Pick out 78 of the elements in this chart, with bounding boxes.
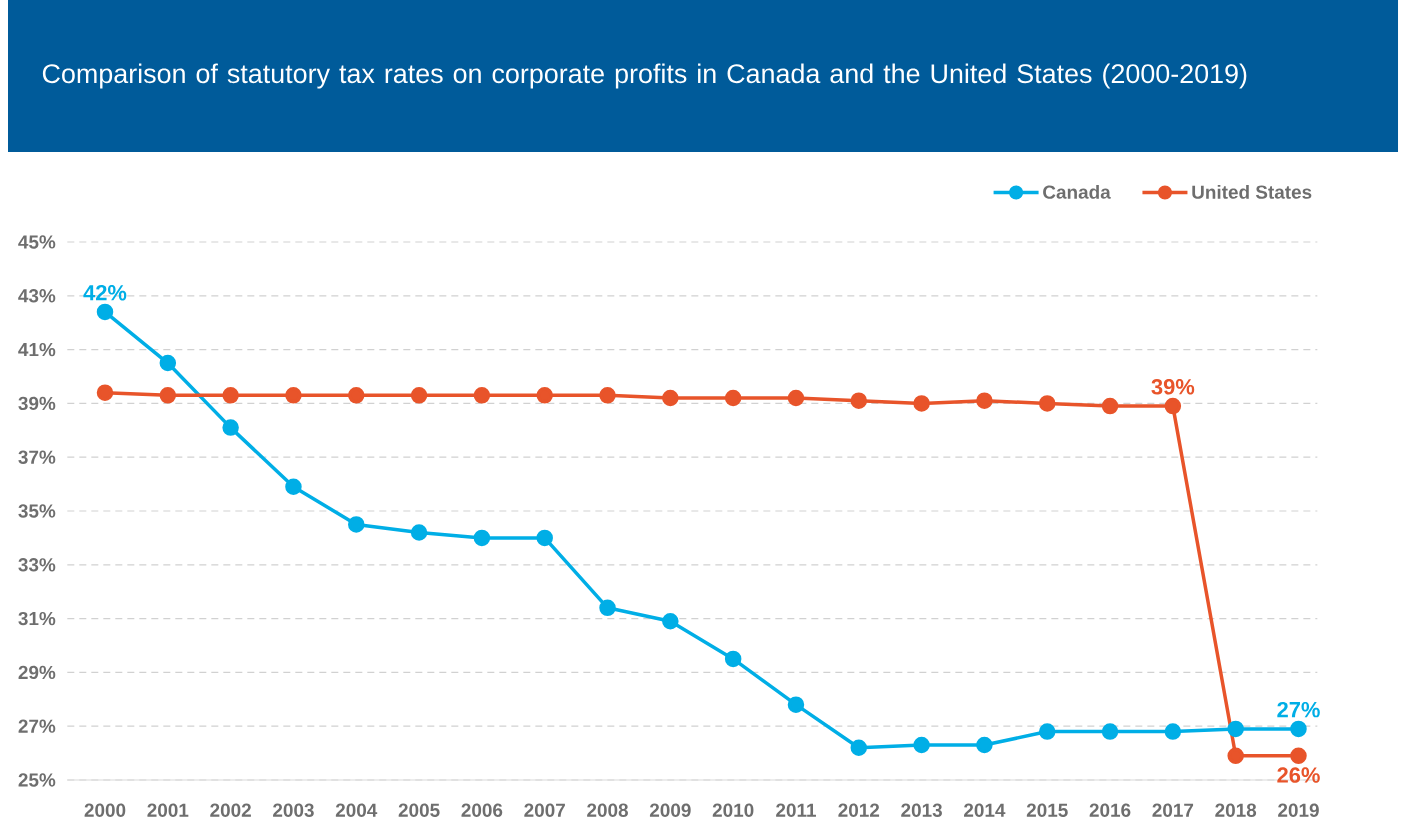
point	[599, 387, 616, 404]
y-tick-label: 45%	[18, 235, 56, 249]
y-tick-label: 37%	[18, 450, 56, 464]
point	[913, 736, 930, 754]
point	[724, 389, 742, 407]
x-tick-label: 2006	[461, 803, 503, 817]
point	[850, 739, 868, 756]
y-tick-label: 43%	[18, 289, 56, 303]
x-tick-label: 2014	[964, 803, 1006, 817]
x-tick-label: 2001	[147, 803, 189, 817]
y-tick-label: 33%	[18, 558, 56, 572]
data-label: 39%	[1151, 379, 1195, 395]
x-tick-label: 2005	[398, 803, 440, 817]
point	[348, 516, 365, 533]
point	[473, 387, 491, 404]
point	[724, 650, 742, 668]
chart-title: Comparison of statutory tax rates on corporate profits in Canada and the United States (2000-2019)	[42, 63, 1247, 89]
x-tick-label: 2011	[776, 803, 816, 817]
point	[410, 387, 428, 404]
point	[976, 392, 993, 409]
y-tick-label: 41%	[18, 342, 56, 357]
x-tick-label: 2017	[1152, 803, 1194, 817]
data-label: 26%	[1277, 767, 1320, 783]
x-tick-label: 2019	[1278, 803, 1319, 817]
y-tick-label: 39%	[18, 396, 56, 411]
point	[1227, 720, 1244, 738]
point	[913, 395, 930, 412]
x-tick-label: 2000	[84, 803, 126, 817]
point	[1290, 747, 1307, 765]
y-tick-label: 35%	[18, 504, 56, 518]
point	[1290, 720, 1307, 738]
point	[159, 354, 177, 372]
x-tick-label: 2015	[1026, 803, 1068, 817]
y-tick-label: 29%	[18, 665, 56, 680]
point	[285, 387, 302, 404]
point	[536, 529, 553, 547]
x-tick-label: 2010	[712, 803, 754, 817]
legend-label: United States	[1192, 184, 1312, 199]
x-tick-label: 2007	[524, 803, 565, 817]
point	[1101, 397, 1119, 415]
point	[1227, 747, 1244, 765]
point	[159, 387, 177, 404]
data-label: 42%	[83, 284, 127, 301]
point	[662, 613, 679, 630]
x-tick-label: 2003	[273, 803, 314, 817]
y-tick-label: 27%	[18, 719, 56, 733]
point	[410, 524, 428, 541]
point	[348, 387, 365, 404]
x-tick-label: 2018	[1215, 803, 1257, 817]
point	[599, 599, 616, 617]
point	[850, 392, 868, 409]
point	[285, 478, 302, 496]
point	[976, 736, 993, 754]
point	[1038, 395, 1056, 412]
point	[473, 529, 491, 547]
point	[536, 387, 553, 404]
x-tick-label: 2016	[1089, 803, 1131, 817]
y-tick-label: 31%	[18, 611, 56, 626]
point	[222, 387, 239, 404]
point	[662, 389, 679, 407]
point	[222, 419, 239, 436]
legend-label: Canada	[1043, 184, 1111, 199]
point	[96, 303, 114, 321]
x-tick-label: 2009	[649, 803, 691, 817]
x-tick-label: 2008	[587, 803, 628, 817]
point	[96, 384, 114, 401]
x-tick-label: 2004	[335, 803, 378, 817]
x-tick-label: 2013	[901, 803, 942, 817]
y-tick-label: 25%	[18, 773, 56, 787]
x-tick-label: 2002	[210, 803, 251, 817]
point	[1164, 397, 1182, 415]
x-tick-label: 2012	[838, 803, 880, 817]
data-label: 27%	[1277, 701, 1320, 718]
point	[1038, 723, 1056, 740]
point	[1164, 723, 1182, 740]
point	[787, 389, 805, 407]
point	[787, 696, 805, 713]
point	[1101, 723, 1119, 740]
